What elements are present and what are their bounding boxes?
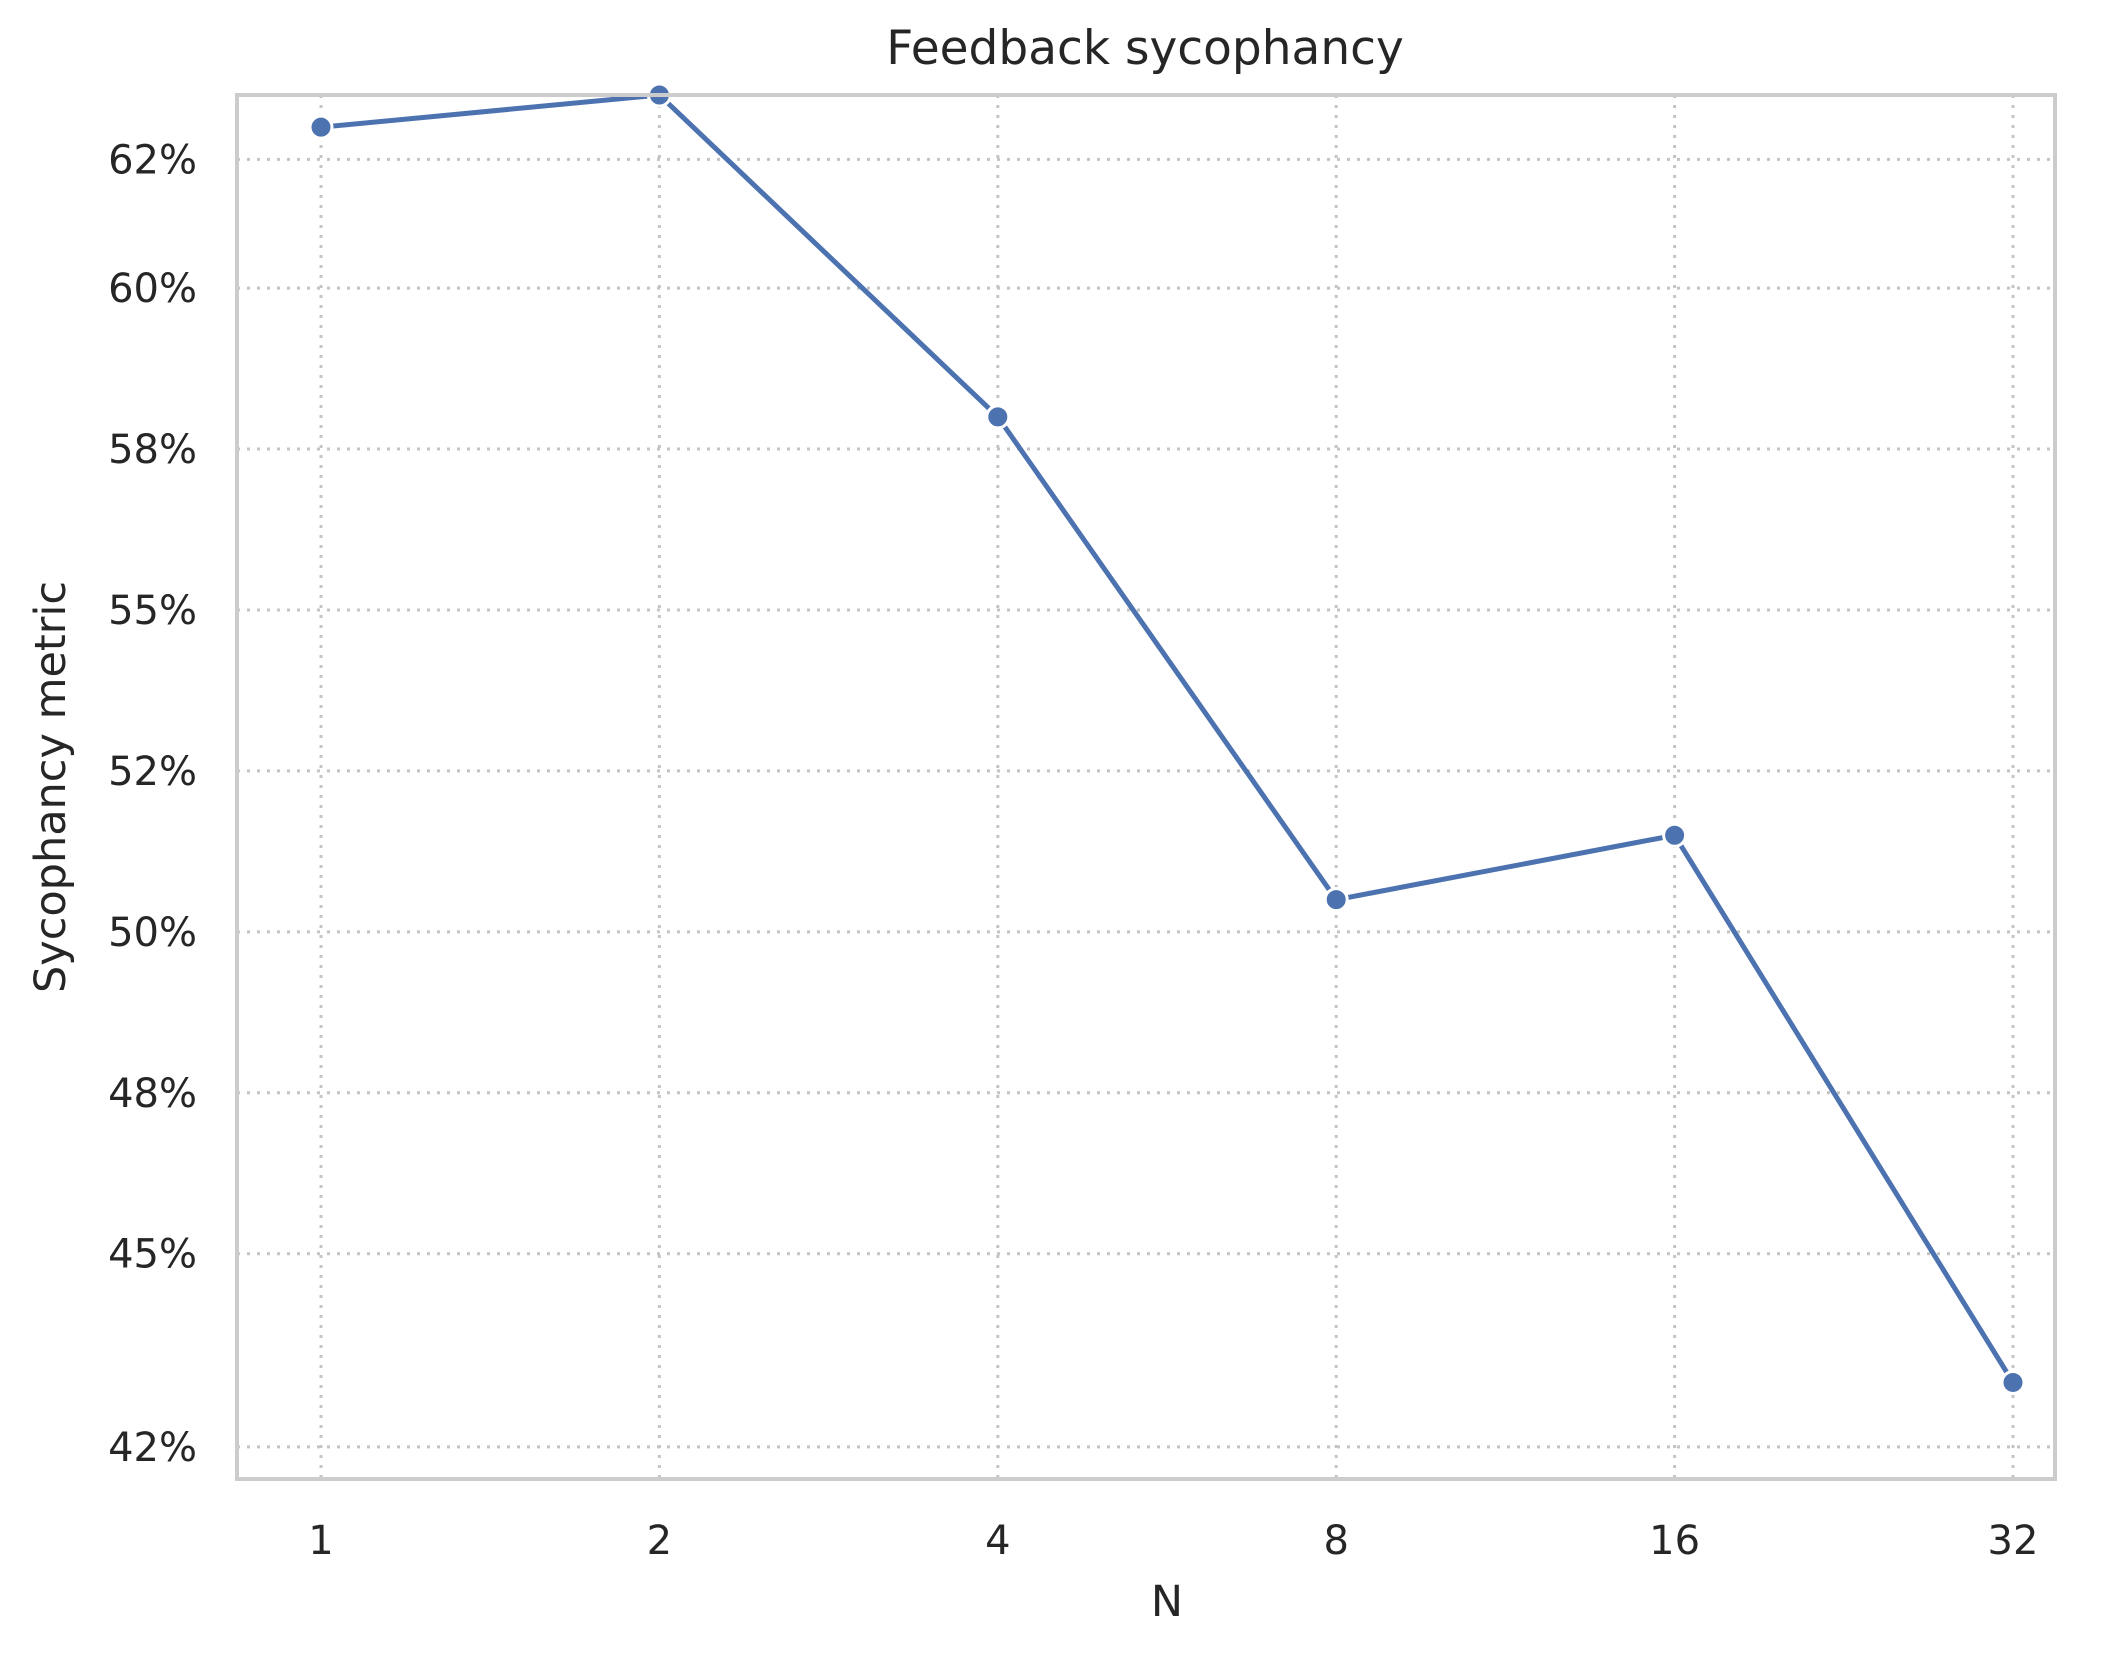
y-tick-label: 58% (108, 427, 197, 473)
x-tick-label: 4 (985, 1518, 1010, 1564)
y-tick-label: 60% (108, 266, 197, 312)
y-axis-ticks: 42% 45% 48% 50% 52% 55% 58% 60% 62% (108, 137, 197, 1470)
y-tick-label: 52% (108, 749, 197, 795)
x-tick-label: 1 (308, 1518, 333, 1564)
y-tick-label: 50% (108, 910, 197, 956)
y-tick-label: 55% (108, 588, 197, 634)
data-point (2000, 1369, 2026, 1395)
x-axis-label: N (1151, 1577, 1183, 1627)
x-tick-label: 8 (1323, 1518, 1348, 1564)
y-tick-label: 62% (108, 137, 197, 183)
y-tick-label: 45% (108, 1232, 197, 1278)
plot-frame (235, 93, 2057, 1481)
x-tick-label: 16 (1649, 1518, 1700, 1564)
chart-title: Feedback sycophancy (886, 21, 1404, 76)
series-group (308, 82, 2026, 1395)
data-point (308, 114, 334, 140)
data-point (1662, 822, 1688, 848)
series-line (318, 92, 2016, 1385)
x-tick-label: 32 (1988, 1518, 2039, 1564)
x-tick-label: 2 (647, 1518, 672, 1564)
data-point (1323, 887, 1349, 913)
gridlines (237, 95, 2055, 1479)
y-tick-label: 48% (108, 1071, 197, 1117)
x-axis-ticks: 1 2 4 8 16 32 (308, 1518, 2038, 1564)
y-axis-label: Sycophancy metric (26, 581, 76, 993)
y-tick-label: 42% (108, 1425, 197, 1471)
data-point (985, 404, 1011, 430)
